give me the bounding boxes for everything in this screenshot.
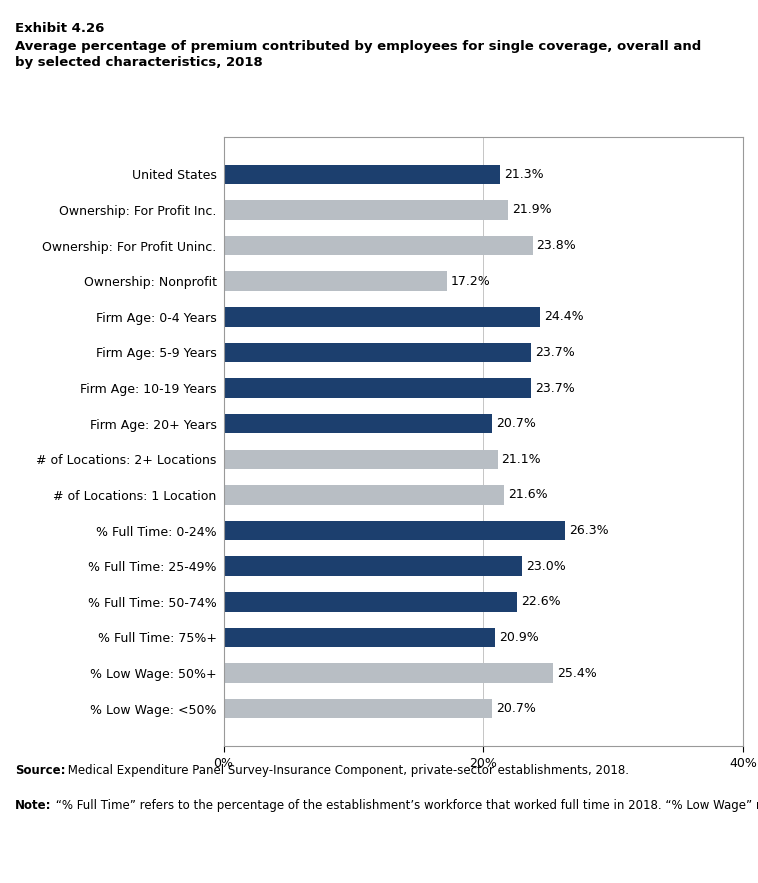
Text: 17.2%: 17.2% [451, 275, 490, 288]
Text: 20.9%: 20.9% [499, 631, 538, 644]
Bar [224, 628, 495, 647]
Text: Exhibit 4.26: Exhibit 4.26 [15, 22, 105, 35]
Bar [224, 521, 565, 540]
Text: Source:: Source: [15, 764, 66, 777]
Text: 21.6%: 21.6% [508, 488, 547, 502]
Bar [224, 485, 504, 505]
Text: 26.3%: 26.3% [569, 524, 609, 537]
Text: 20.7%: 20.7% [496, 702, 536, 715]
Text: 22.6%: 22.6% [521, 595, 560, 608]
Bar [224, 236, 533, 255]
Text: 20.7%: 20.7% [496, 417, 536, 430]
Bar [224, 271, 447, 291]
Bar [224, 663, 553, 683]
Text: Note:: Note: [15, 799, 52, 812]
Text: 21.9%: 21.9% [512, 203, 551, 216]
Bar [224, 200, 508, 220]
Text: 21.3%: 21.3% [504, 168, 543, 181]
Text: 23.8%: 23.8% [537, 239, 576, 252]
Bar [224, 698, 492, 719]
Bar [224, 164, 500, 185]
Text: 21.1%: 21.1% [501, 453, 541, 466]
Bar [224, 343, 531, 362]
Text: 23.7%: 23.7% [535, 346, 575, 359]
Bar [224, 414, 492, 434]
Bar [224, 307, 540, 327]
Text: 25.4%: 25.4% [557, 667, 597, 680]
Text: Medical Expenditure Panel Survey-Insurance Component, private-sector establishme: Medical Expenditure Panel Survey-Insuran… [64, 764, 629, 777]
Bar [224, 556, 522, 576]
Text: 23.7%: 23.7% [535, 381, 575, 395]
Text: Average percentage of premium contributed by employees for single coverage, over: Average percentage of premium contribute… [15, 40, 701, 69]
Bar [224, 592, 517, 612]
Bar [224, 378, 531, 398]
Text: “% Full Time” refers to the percentage of the establishment’s workforce that wor: “% Full Time” refers to the percentage o… [52, 799, 758, 812]
Text: 24.4%: 24.4% [544, 310, 584, 323]
Text: 23.0%: 23.0% [526, 560, 565, 573]
Bar [224, 449, 497, 469]
